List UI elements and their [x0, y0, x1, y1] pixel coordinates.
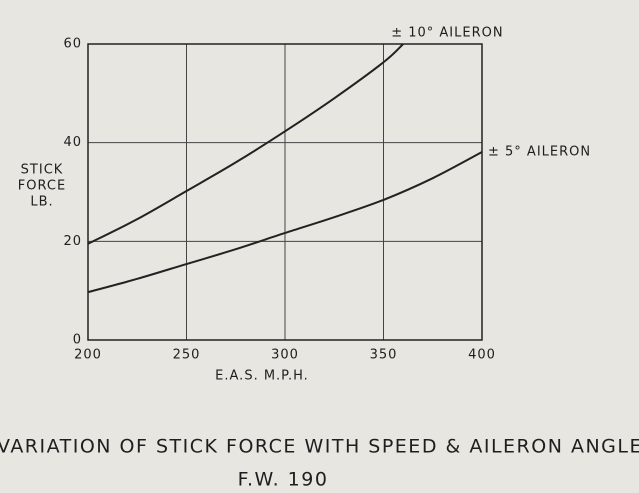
y-axis-label: FORCE [18, 179, 66, 194]
y-tick-label: 0 [73, 333, 82, 348]
chart-title: VARIATION OF STICK FORCE WITH SPEED & AI… [0, 436, 639, 458]
y-axis-label: LB. [30, 195, 53, 210]
series-line [87, 151, 483, 294]
series-label: ± 5° AILERON [488, 145, 591, 160]
x-tick-label: 350 [370, 348, 398, 363]
y-tick-label: 60 [63, 37, 82, 52]
plot-frame [87, 43, 483, 341]
y-tick-label: 20 [63, 234, 82, 249]
x-tick-label: 300 [271, 348, 299, 363]
y-axis-label: STICK [21, 163, 64, 178]
series-label: ± 10° AILERON [391, 26, 503, 41]
x-tick-label: 200 [74, 348, 102, 363]
x-tick-label: 400 [468, 348, 496, 363]
series-line [87, 43, 404, 245]
chart-subtitle: F.W. 190 [238, 469, 329, 491]
x-tick-label: 250 [173, 348, 201, 363]
y-tick-label: 40 [63, 135, 82, 150]
x-axis-label: E.A.S. M.P.H. [215, 369, 309, 384]
